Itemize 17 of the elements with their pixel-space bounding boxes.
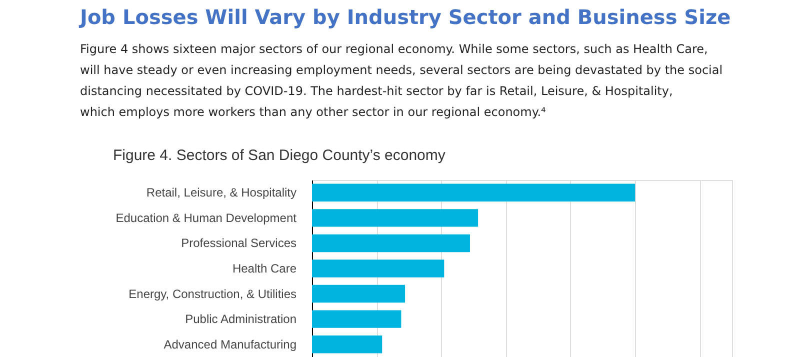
y-tick-label: Education & Human Development <box>116 210 298 225</box>
bar <box>312 336 382 354</box>
bar <box>312 284 406 303</box>
y-tick-label: Public Administration <box>185 312 296 326</box>
y-tick-label: Advanced Manufacturing <box>164 337 296 352</box>
bar <box>312 310 402 328</box>
bar <box>312 234 470 252</box>
bar <box>312 260 444 278</box>
y-tick-label: Energy, Construction, & Utilities <box>128 286 296 301</box>
bar <box>312 184 636 202</box>
y-tick-label: Professional Services <box>181 236 296 250</box>
y-tick-label: Health Care <box>232 262 297 276</box>
y-tick-label: Retail, Leisure, & Hospitality <box>146 186 296 200</box>
bar <box>312 209 478 227</box>
chart-title: Job Losses Will Vary by Industry Sector and Business Size <box>78 5 731 29</box>
caption: Figure 4. Sectors of San Diego County’s economy <box>113 147 446 164</box>
chart-subtitle: Figure 4 shows sixteen major sectors of our regional economy. While some sectors, such as Health Care, will have steady or even increasing employment needs, several sectors are being devastated by the social distancing necessitated by COVID-19. The hardest-hit sector by far is Retail, Leisure, & Hospitality, which employs more workers than any other sector in our regional economy.⁴ <box>80 42 723 119</box>
